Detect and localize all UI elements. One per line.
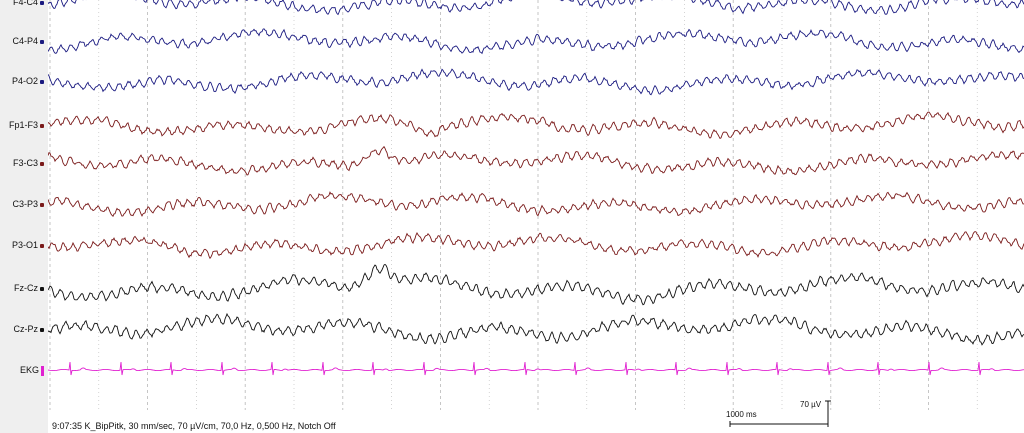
channel-label-f3-c3[interactable]: F3-C3 (0, 158, 44, 168)
trace-c4-p4 (48, 28, 1024, 55)
channel-label-text: C3-P3 (12, 199, 38, 209)
trace-cz-pz (48, 312, 1024, 346)
channel-label-text: F3-C3 (12, 158, 38, 168)
channel-marker-icon (40, 202, 44, 207)
channel-label-text: Cz-Pz (13, 324, 39, 334)
channel-marker-icon (40, 161, 44, 166)
channel-label-f4-c4[interactable]: F4-C4 (0, 0, 44, 7)
channel-label-text: Fz-Cz (14, 283, 38, 293)
channel-label-panel: F4-C4 C4-P4 P4-O2 Fp1-F3 F3-C3 C3-P3 P3-O1 Fz-C… (0, 0, 48, 433)
trace-ekg (48, 361, 1024, 376)
trace-f3-c3 (48, 145, 1024, 176)
channel-label-text: C4-P4 (12, 36, 38, 46)
trace-f4-c4 (48, 0, 1024, 16)
trace-p4-o2 (48, 68, 1024, 96)
channel-label-text: Fp1-F3 (8, 120, 38, 130)
channel-label-fz-cz[interactable]: Fz-Cz (0, 283, 44, 293)
channel-label-c3-p3[interactable]: C3-P3 (0, 199, 44, 209)
channel-label-p4-o2[interactable]: P4-O2 (0, 76, 44, 86)
channel-label-p3-o1[interactable]: P3-O1 (0, 240, 44, 250)
channel-label-text: EKG (19, 365, 39, 375)
eeg-trace-area[interactable] (48, 0, 1024, 433)
trace-p3-o1 (48, 231, 1024, 260)
channel-label-cz-pz[interactable]: Cz-Pz (0, 324, 44, 334)
amplitude-scale-label: 70 µV (800, 400, 822, 409)
channel-marker-icon (40, 286, 44, 291)
channel-label-fp1-f3[interactable]: Fp1-F3 (0, 120, 44, 130)
channel-marker-icon (40, 327, 44, 332)
channel-label-text: P4-O2 (11, 76, 38, 86)
trace-c3-p3 (48, 191, 1024, 217)
trace-fz-cz (48, 263, 1024, 306)
channel-label-c4-p4[interactable]: C4-P4 (0, 36, 44, 46)
channel-marker-icon (40, 0, 44, 5)
time-scale-label: 1000 ms (726, 410, 757, 419)
channel-label-ekg[interactable]: EKG (0, 365, 44, 376)
channel-marker-icon (40, 79, 44, 84)
recording-status-text: 9:07:35 K_BipPitk, 30 mm/sec, 70 µV/cm, … (52, 421, 336, 431)
channel-marker-icon (40, 243, 44, 248)
channel-marker-icon (41, 365, 44, 376)
channel-marker-icon (40, 123, 44, 128)
trace-fp1-f3 (48, 111, 1024, 139)
channel-label-text: P3-O1 (11, 240, 38, 250)
channel-label-text: F4-C4 (12, 0, 38, 7)
channel-marker-icon (40, 39, 44, 44)
